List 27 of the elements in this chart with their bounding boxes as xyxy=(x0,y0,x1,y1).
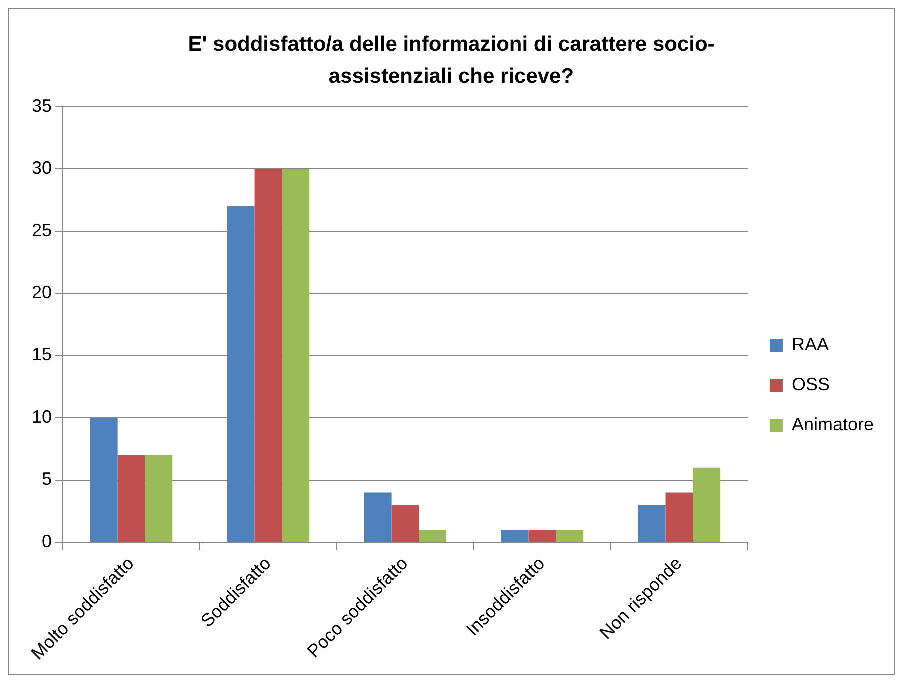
bar xyxy=(118,455,146,542)
bar xyxy=(666,492,694,542)
bar xyxy=(419,530,447,542)
bar xyxy=(227,206,255,542)
bar xyxy=(282,169,310,542)
y-tick-label: 30 xyxy=(32,158,52,178)
bar xyxy=(254,169,282,542)
y-tick-label: 5 xyxy=(42,469,52,490)
bar xyxy=(364,492,392,542)
y-tick-label: 10 xyxy=(32,406,52,427)
bar xyxy=(638,505,666,542)
y-tick-label: 25 xyxy=(32,220,52,240)
legend-label: Animatore xyxy=(792,414,874,434)
bar xyxy=(556,530,584,542)
bar xyxy=(693,468,721,542)
bar xyxy=(90,418,118,542)
legend-label: OSS xyxy=(792,374,830,394)
chart-title: E' soddisfatto/a delle informazioni di carattere socio-assistenziali che riceve? xyxy=(187,32,716,90)
y-tick-label: 0 xyxy=(42,531,52,552)
bar xyxy=(501,530,529,542)
y-tick-label: 20 xyxy=(32,282,52,302)
bar xyxy=(392,505,420,542)
y-tick-label: 15 xyxy=(32,344,52,365)
y-tick-label: 35 xyxy=(32,96,52,116)
bar xyxy=(145,455,173,542)
bar xyxy=(528,530,556,542)
legend-label: RAA xyxy=(792,334,829,354)
